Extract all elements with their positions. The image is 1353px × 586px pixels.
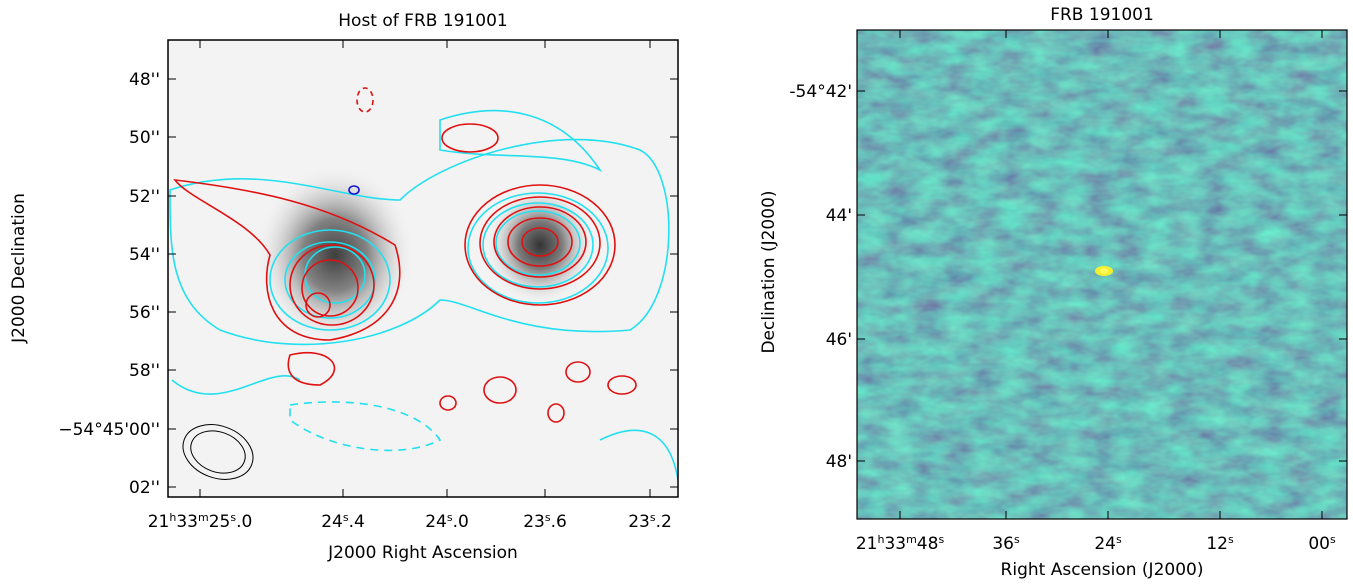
x-tick-label: 21h33m25s.0 xyxy=(148,511,253,533)
x-tick-label: 23s.2 xyxy=(628,511,672,533)
y-tick-label: 44' xyxy=(826,206,852,226)
y-tick-label: 54'' xyxy=(129,245,160,265)
label-part: 21 xyxy=(856,534,878,554)
label-part: 58'' xyxy=(129,361,160,381)
y-tick-label: -54°42' xyxy=(789,82,852,102)
y-tick-label: 56'' xyxy=(129,303,160,323)
label-part: s xyxy=(1014,533,1020,546)
label-part: 52'' xyxy=(129,187,160,207)
x-tick-label: 21h33m48s xyxy=(856,533,945,555)
label-part: 46' xyxy=(826,330,852,350)
panel-title: FRB 191001 xyxy=(1050,5,1154,25)
label-part: 44' xyxy=(826,206,852,226)
label-part: 23 xyxy=(523,512,545,532)
x-tick-label: 23s.6 xyxy=(523,511,567,533)
x-tick-label: 00s xyxy=(1308,533,1336,555)
x-axis-label: Right Ascension (J2000) xyxy=(1001,560,1204,580)
x-tick-label: 24s.0 xyxy=(425,511,469,533)
y-tick-label: 48' xyxy=(826,452,852,472)
y-tick-label: 48'' xyxy=(129,70,160,90)
axes-frame xyxy=(167,39,679,498)
label-part: 00 xyxy=(1308,534,1330,554)
label-part: s xyxy=(230,511,236,524)
optical-image xyxy=(168,40,678,497)
y-tick-label: −54°45'00'' xyxy=(58,420,160,440)
label-part: s xyxy=(1330,533,1336,546)
y-tick-label: 02'' xyxy=(129,478,160,498)
y-tick-label: 58'' xyxy=(129,361,160,381)
label-part: 21 xyxy=(148,512,170,532)
y-tick-label: 46' xyxy=(826,330,852,350)
label-part: 33 xyxy=(884,534,906,554)
axes-frame xyxy=(856,29,1348,520)
y-tick-label: 50'' xyxy=(129,128,160,148)
label-part: .4 xyxy=(349,512,365,532)
label-part: m xyxy=(198,511,209,524)
label-part: −54°45'00'' xyxy=(58,420,160,440)
x-tick-label: 24s.4 xyxy=(321,511,365,533)
label-part: .0 xyxy=(453,512,469,532)
label-part: s xyxy=(545,511,551,524)
label-part: 48'' xyxy=(129,70,160,90)
y-tick-label: 52'' xyxy=(129,187,160,207)
x-tick-label: 36s xyxy=(992,533,1020,555)
x-tick-label: 12s xyxy=(1206,533,1234,555)
label-part: 12 xyxy=(1206,534,1228,554)
label-part: 23 xyxy=(628,512,650,532)
label-part: m xyxy=(906,533,917,546)
label-part: 56'' xyxy=(129,303,160,323)
label-part: .0 xyxy=(236,512,252,532)
label-part: s xyxy=(447,511,453,524)
radio-image xyxy=(857,30,1347,519)
label-part: 02'' xyxy=(129,478,160,498)
label-part: 54'' xyxy=(129,245,160,265)
label-part: 33 xyxy=(176,512,198,532)
label-part: h xyxy=(169,511,176,524)
label-part: 24 xyxy=(321,512,343,532)
label-part: 48 xyxy=(917,534,939,554)
x-tick-label: 24s xyxy=(1094,533,1122,555)
label-part: 48' xyxy=(826,452,852,472)
label-part: h xyxy=(877,533,884,546)
y-axis-label: Declination (J2000) xyxy=(759,190,779,353)
label-part: 25 xyxy=(209,512,231,532)
y-axis-label: J2000 Declination xyxy=(9,193,29,344)
label-part: .6 xyxy=(551,512,567,532)
label-part: -54°42' xyxy=(789,82,852,102)
label-part: s xyxy=(938,533,944,546)
label-part: s xyxy=(650,511,656,524)
label-part: 24 xyxy=(1094,534,1116,554)
label-part: s xyxy=(1116,533,1122,546)
label-part: s xyxy=(343,511,349,524)
label-part: 36 xyxy=(992,534,1014,554)
label-part: s xyxy=(1228,533,1234,546)
label-part: 24 xyxy=(425,512,447,532)
panel-title: Host of FRB 191001 xyxy=(338,11,507,31)
label-part: 50'' xyxy=(129,128,160,148)
x-axis-label: J2000 Right Ascension xyxy=(327,543,518,563)
label-part: .2 xyxy=(656,512,672,532)
